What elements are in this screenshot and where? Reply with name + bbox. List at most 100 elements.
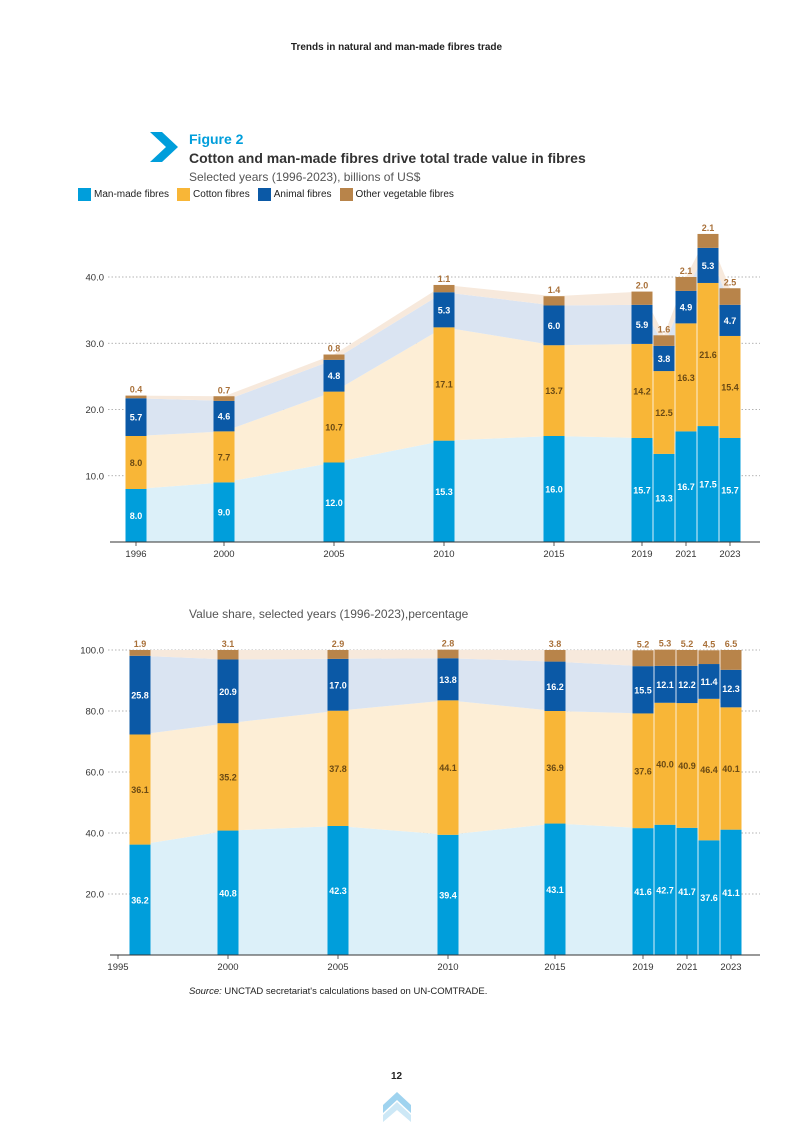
- data-label: 8.0: [130, 458, 143, 468]
- data-label: 5.3: [702, 261, 715, 271]
- x-tick-label: 2000: [213, 549, 234, 560]
- data-label: 13.3: [655, 493, 673, 503]
- data-label: 36.1: [131, 785, 149, 795]
- y-tick-label: 20.0: [86, 405, 105, 416]
- figure-label: Figure 2: [189, 131, 244, 147]
- data-label: 40.0: [656, 759, 674, 769]
- bar-segment: [654, 649, 676, 666]
- legend-item-animal: Animal fibres: [257, 188, 332, 201]
- data-label: 2.9: [332, 639, 345, 649]
- y-tick-label: 40.0: [86, 829, 105, 840]
- bar-segment: [698, 840, 720, 955]
- legend-swatch: [177, 188, 191, 201]
- chart-value-share: 20.0 40.0 60.0 80.0 100.0 36.2 36.1 25.8 1.9 40.8…: [80, 639, 760, 973]
- bar-segment: [129, 844, 151, 955]
- bar-segment: [632, 650, 654, 667]
- data-label: 6.5: [725, 639, 738, 649]
- data-label: 42.7: [656, 885, 674, 895]
- data-label: 17.0: [329, 680, 347, 690]
- bar-segment: [437, 834, 459, 955]
- data-label: 12.2: [678, 680, 696, 690]
- data-label: 40.1: [722, 764, 740, 774]
- bar-segment: [719, 288, 741, 305]
- data-label: 12.1: [656, 680, 674, 690]
- bar-segment: [323, 462, 345, 542]
- data-label: 36.9: [546, 763, 564, 773]
- bar-segment: [698, 664, 720, 699]
- data-label: 4.6: [218, 412, 231, 422]
- bar-segment: [654, 824, 676, 955]
- bar-segment: [720, 707, 742, 830]
- bar-segment: [653, 335, 675, 346]
- bar-segment: [217, 830, 239, 955]
- x-tick-label: 2021: [675, 549, 696, 560]
- bar-segment: [698, 650, 720, 665]
- figure-title: Cotton and man-made fibres drive total t…: [189, 150, 586, 166]
- data-label: 15.4: [721, 382, 739, 392]
- data-label: 16.3: [677, 373, 695, 383]
- data-label: 43.1: [546, 885, 564, 895]
- bar-segment: [697, 247, 719, 283]
- x-tick-label: 2010: [437, 962, 458, 973]
- x-tick-label: 2023: [720, 962, 741, 973]
- bar-segment: [631, 291, 653, 305]
- data-label: 20.9: [219, 687, 237, 697]
- bar-segment: [217, 723, 239, 831]
- band-animal-fibres: [140, 655, 731, 735]
- bar-segment: [653, 371, 675, 454]
- bar-segment: [676, 827, 698, 955]
- bar-segment: [327, 825, 349, 955]
- data-label: 15.3: [435, 487, 453, 497]
- bar-segment: [675, 290, 697, 324]
- bar-segment: [544, 711, 566, 824]
- y-tick-label: 60.0: [86, 768, 105, 779]
- bar-segment: [217, 659, 239, 724]
- source-note: Source: UNCTAD secretariat's calculation…: [189, 986, 487, 997]
- data-label: 3.8: [549, 639, 562, 649]
- data-label: 40.8: [219, 888, 237, 898]
- x-tick-label: 2021: [676, 962, 697, 973]
- x-tick-label: 2015: [544, 962, 565, 973]
- y-tick-label: 20.0: [86, 890, 105, 901]
- bar-segment: [125, 436, 147, 489]
- data-label: 10.7: [325, 423, 343, 433]
- bar-segment: [676, 650, 698, 666]
- data-label: 5.7: [130, 413, 143, 423]
- data-label: 2.1: [680, 266, 693, 276]
- data-label: 42.3: [329, 886, 347, 896]
- running-title: Trends in natural and man-made fibres tr…: [290, 42, 503, 53]
- bar-segment: [654, 702, 676, 825]
- data-label: 1.1: [438, 274, 451, 284]
- data-label: 7.7: [218, 452, 231, 462]
- page-number: 12: [390, 1071, 403, 1082]
- x-tick-label: 1995: [107, 962, 128, 973]
- data-label: 2.5: [724, 277, 737, 287]
- bar-segment: [125, 395, 147, 399]
- bar-segment: [437, 658, 459, 701]
- bar-segment: [327, 650, 349, 659]
- data-label: 0.4: [130, 385, 143, 395]
- data-label: 16.2: [546, 682, 564, 692]
- x-tick-label: 2010: [433, 549, 454, 560]
- bar-segment: [323, 391, 345, 463]
- data-label: 15.7: [721, 485, 739, 495]
- y-tick-label: 100.0: [80, 646, 104, 657]
- band-animal-fibres: [136, 247, 730, 436]
- chevron-right-icon: [150, 132, 178, 162]
- y-tick-label: 10.0: [86, 471, 105, 482]
- bar-segment: [653, 453, 675, 542]
- bar-segment: [323, 359, 345, 392]
- bar-segment: [676, 665, 698, 704]
- bar-segment: [327, 658, 349, 711]
- data-label: 13.7: [545, 386, 563, 396]
- bar-segment: [543, 305, 565, 346]
- data-label: 3.1: [222, 639, 235, 649]
- data-label: 1.4: [548, 285, 561, 295]
- bar-segment: [653, 345, 675, 372]
- data-label: 35.2: [219, 772, 237, 782]
- data-label: 15.5: [634, 685, 652, 695]
- chart-value-billions: 10.0 20.0 30.0 40.0 8.0 8.0 5.7 0.4 9.0 7.7 4.6 0.7…: [86, 223, 760, 560]
- bar-segment: [125, 489, 147, 542]
- bar-segment: [433, 440, 455, 542]
- data-label: 13.8: [439, 675, 457, 685]
